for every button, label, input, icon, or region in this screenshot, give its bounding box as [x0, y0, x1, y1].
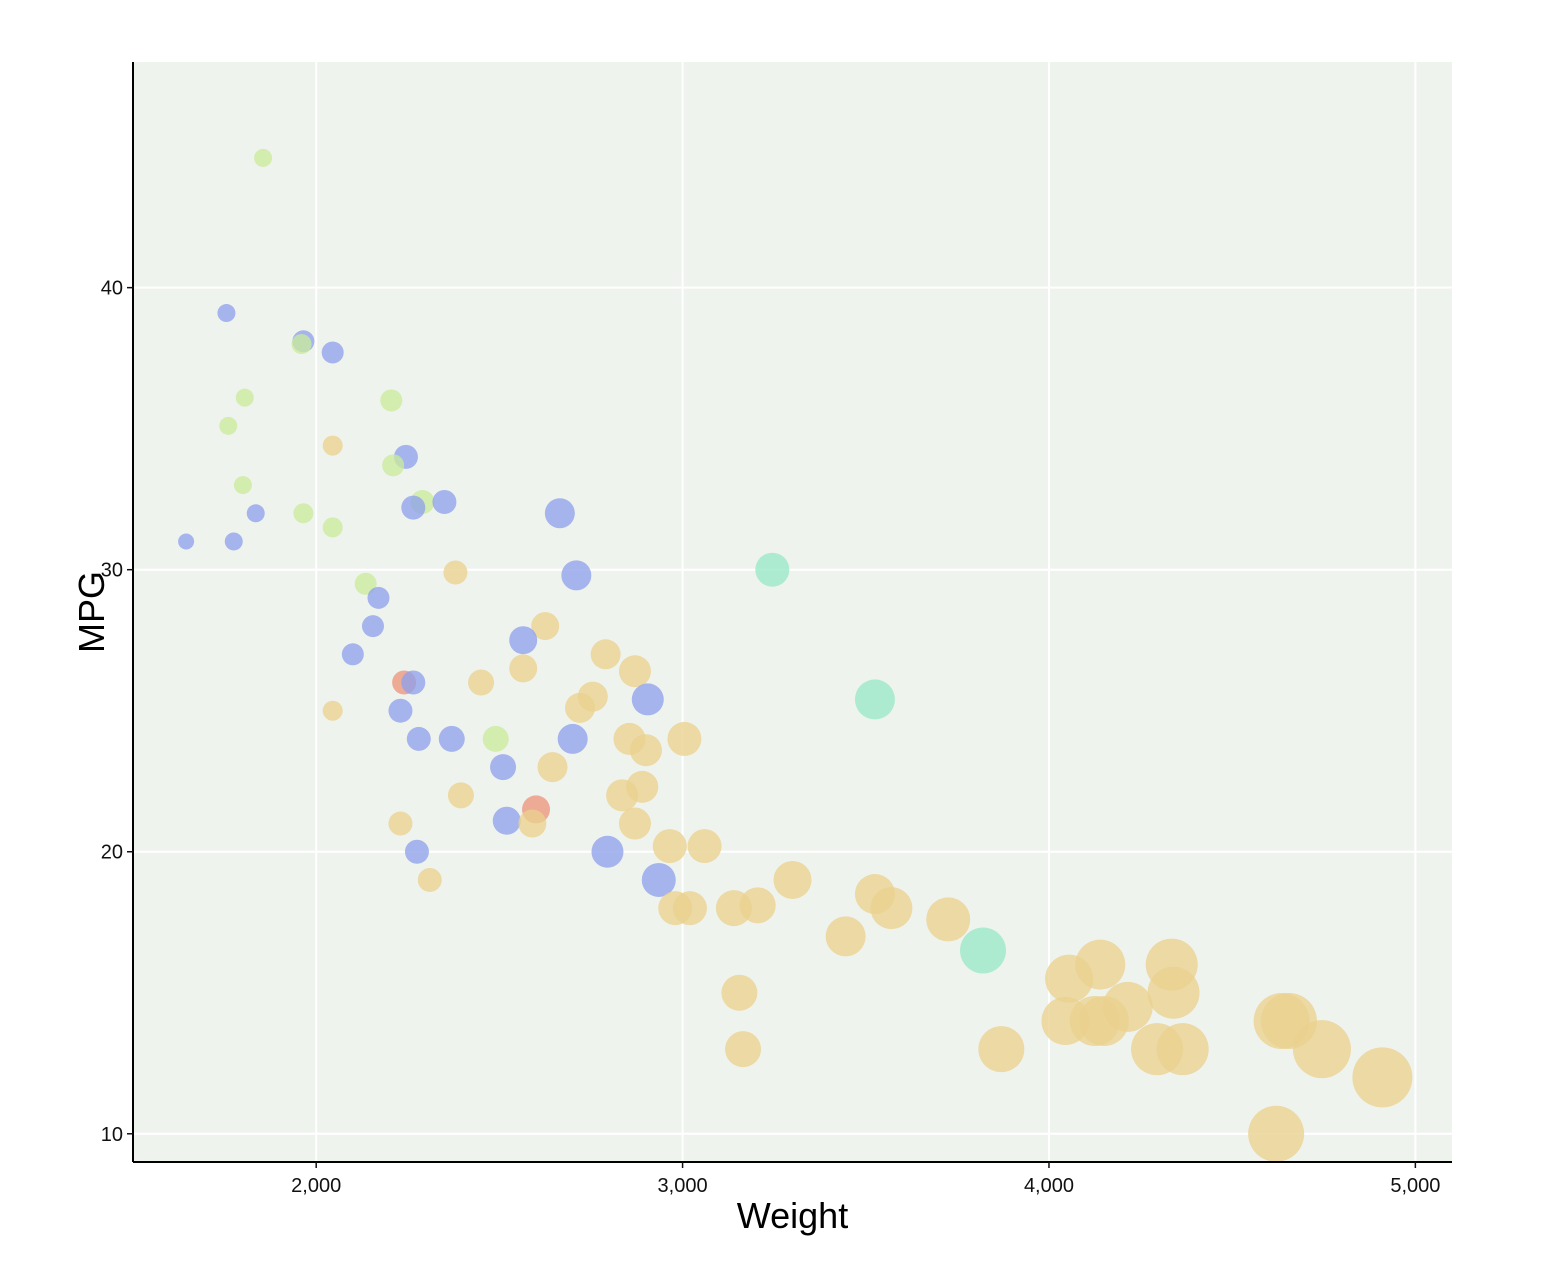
data-point	[641, 862, 676, 897]
data-point	[960, 927, 1007, 974]
data-point	[721, 974, 758, 1011]
data-point	[322, 517, 343, 538]
data-point	[825, 916, 866, 957]
data-point	[667, 721, 702, 756]
data-point	[235, 388, 254, 407]
data-point	[557, 723, 588, 754]
data-point	[564, 692, 595, 723]
data-point	[406, 726, 431, 751]
data-point	[629, 734, 662, 767]
data-point	[978, 1026, 1025, 1073]
y-tick-label: 10	[101, 1124, 123, 1146]
data-point	[246, 504, 265, 523]
data-point	[321, 341, 344, 364]
data-point	[606, 779, 639, 812]
data-point	[926, 897, 971, 942]
data-point	[432, 490, 457, 514]
data-point	[233, 476, 252, 495]
data-point	[322, 700, 343, 721]
data-point	[178, 533, 195, 550]
grid-lines	[133, 62, 1452, 1162]
data-point	[468, 669, 495, 696]
data-point	[755, 552, 790, 587]
x-axis-title: Weight	[737, 1195, 848, 1236]
data-point	[672, 891, 707, 926]
data-point	[219, 416, 238, 435]
data-point	[447, 782, 474, 809]
data-point	[224, 532, 243, 551]
data-point	[1156, 1023, 1209, 1076]
data-point	[1248, 1105, 1305, 1162]
data-point	[1147, 966, 1200, 1019]
data-point	[380, 389, 403, 412]
data-point	[401, 670, 426, 695]
data-point	[509, 654, 538, 683]
data-point	[631, 683, 664, 716]
data-point	[367, 586, 390, 609]
tick-labels: 2,000 3,000 4,000 5,000 10 20 30 40	[101, 278, 1441, 1197]
data-point	[687, 829, 722, 864]
data-point	[401, 495, 426, 520]
data-point	[388, 811, 413, 836]
data-point	[854, 679, 895, 720]
data-point	[531, 612, 560, 641]
data-point	[404, 839, 429, 864]
data-point	[591, 835, 624, 868]
x-tick-label: 3,000	[658, 1175, 708, 1197]
data-points	[178, 148, 1413, 1162]
data-point	[382, 454, 405, 477]
data-point	[254, 148, 273, 167]
data-point	[490, 754, 517, 781]
axes	[132, 62, 1452, 1163]
data-point	[518, 809, 547, 838]
data-point	[652, 829, 687, 864]
data-point	[417, 867, 442, 892]
x-tick-label: 4,000	[1024, 1175, 1074, 1197]
data-point	[443, 560, 468, 585]
data-point	[388, 698, 413, 723]
data-point	[1045, 954, 1094, 1003]
data-point	[322, 435, 343, 456]
data-point	[544, 498, 575, 529]
data-point	[1292, 1020, 1351, 1079]
y-tick-label: 40	[101, 278, 123, 300]
data-point	[590, 639, 621, 670]
data-point	[354, 572, 377, 595]
x-tick-label: 2,000	[291, 1175, 341, 1197]
data-point	[870, 887, 913, 930]
data-point	[438, 725, 465, 752]
data-point	[293, 503, 314, 524]
data-point	[341, 643, 364, 666]
x-tick-label: 5,000	[1390, 1175, 1440, 1197]
data-point	[1078, 995, 1129, 1046]
y-tick-label: 30	[101, 560, 123, 582]
y-axis-title: MPG	[71, 571, 112, 653]
data-point	[361, 615, 384, 638]
data-point	[773, 860, 812, 899]
data-point	[618, 807, 651, 840]
data-point	[291, 334, 312, 355]
data-point	[1352, 1047, 1413, 1108]
data-point	[739, 887, 776, 924]
data-point	[561, 560, 592, 591]
data-point	[482, 725, 509, 752]
plot-area	[133, 62, 1452, 1162]
y-tick-label: 20	[101, 842, 123, 864]
data-point	[509, 626, 538, 655]
data-point	[537, 752, 568, 783]
data-point	[725, 1031, 762, 1068]
data-point	[618, 655, 651, 688]
data-point	[217, 304, 236, 323]
data-point	[492, 806, 521, 835]
